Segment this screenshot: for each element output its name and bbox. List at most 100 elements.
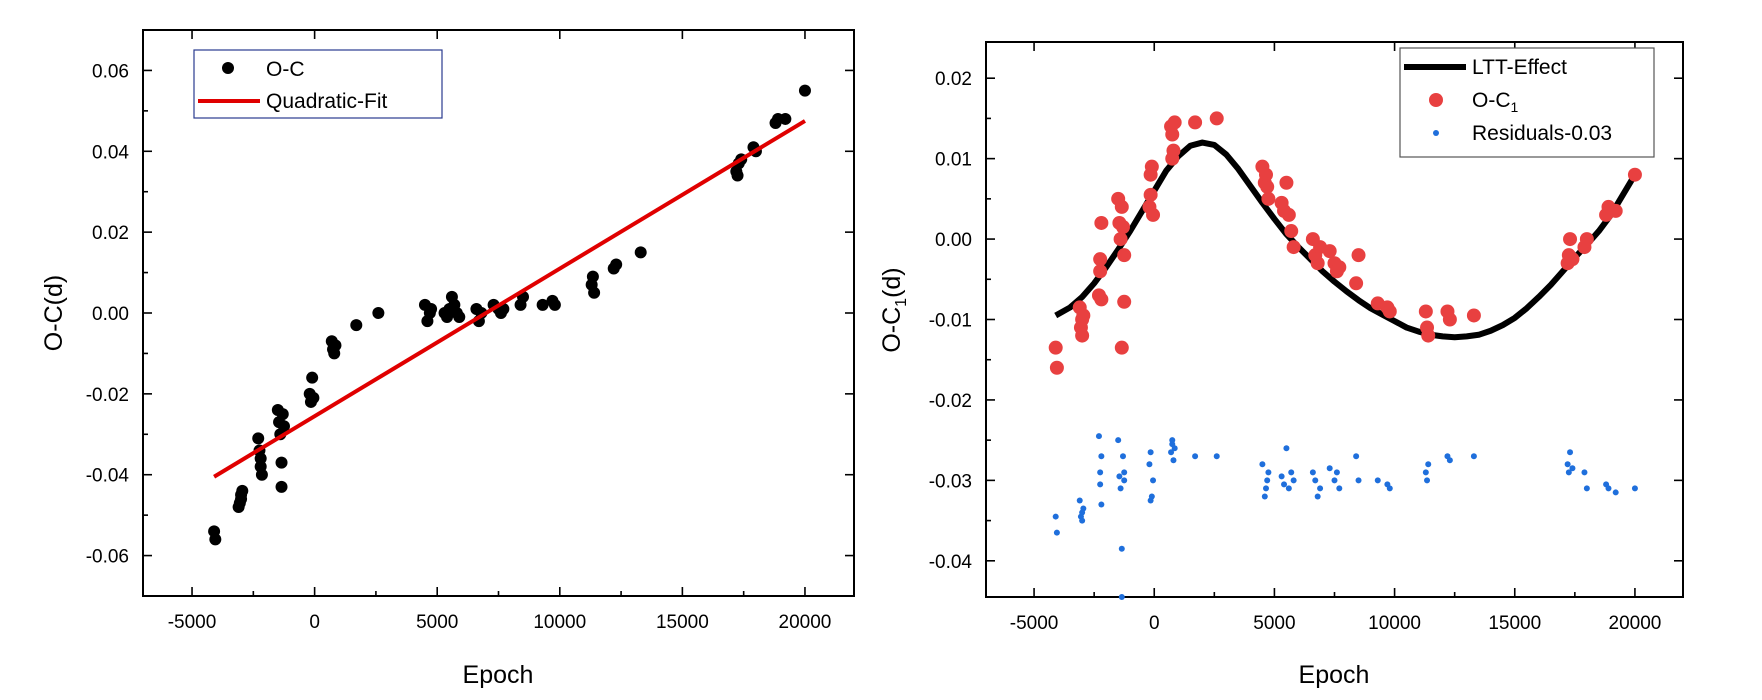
left-point-o-c — [588, 286, 601, 299]
right-point-o-c1 — [1146, 207, 1161, 222]
right-y-axis-title-sub: 1 — [893, 298, 910, 307]
right-point-residuals-0-03 — [1285, 485, 1292, 492]
left-legend: O-C Quadratic-Fit — [193, 49, 443, 119]
right-point-residuals-0-03 — [1569, 465, 1576, 472]
left-y-tick-label: -0.04 — [86, 466, 130, 487]
right-point-o-c1 — [1261, 191, 1276, 206]
right-point-o-c1 — [1421, 328, 1436, 343]
right-point-o-c1 — [1093, 252, 1108, 267]
left-point-o-c — [236, 484, 249, 497]
right-point-residuals-0-03 — [1288, 469, 1295, 476]
right-y-axis-title-tail: (d) — [878, 267, 906, 298]
left-point-o-c — [779, 112, 792, 125]
right-point-residuals-0-03 — [1119, 453, 1126, 460]
right-point-o-c1 — [1284, 224, 1299, 239]
left-legend-label-fit: Quadratic-Fit — [266, 90, 388, 113]
right-y-tick-label: 0.00 — [935, 230, 972, 251]
right-point-residuals-0-03 — [1052, 513, 1059, 520]
right-legend-label-oc1-main: O-C — [1472, 89, 1511, 112]
right-point-o-c1 — [1075, 328, 1090, 343]
right-point-o-c1 — [1351, 248, 1366, 263]
right-point-residuals-0-03 — [1446, 457, 1453, 464]
left-point-o-c — [209, 533, 222, 546]
left-x-tick-label: 10000 — [533, 612, 586, 633]
right-point-residuals-0-03 — [1169, 437, 1176, 444]
right-point-residuals-0-03 — [1076, 497, 1083, 504]
left-legend-label-oc: O-C — [266, 58, 305, 81]
right-point-o-c1 — [1165, 127, 1180, 142]
left-point-o-c — [586, 270, 599, 283]
right-point-o-c1 — [1144, 159, 1159, 174]
left-x-axis-title: Epoch — [463, 661, 534, 689]
left-point-o-c — [425, 302, 438, 315]
left-point-o-c — [350, 319, 363, 332]
right-point-o-c1 — [1259, 167, 1274, 182]
right-point-o-c1 — [1627, 167, 1642, 182]
right-point-residuals-0-03 — [1213, 453, 1220, 460]
left-point-o-c — [798, 84, 811, 97]
right-point-o-c1 — [1442, 312, 1457, 327]
right-x-tick-label: 5000 — [1253, 613, 1295, 634]
right-y-axis-title: O-C1(d) — [878, 267, 910, 352]
right-point-residuals-0-03 — [1326, 465, 1333, 472]
right-point-o-c1 — [1143, 187, 1158, 202]
right-point-residuals-0-03 — [1263, 485, 1270, 492]
left-chart: -5000 0 5000 10000 15000 20000 -0.06 -0.04 -0.02… — [40, 29, 855, 689]
right-point-residuals-0-03 — [1605, 485, 1612, 492]
right-point-o-c1 — [1563, 232, 1578, 247]
left-point-o-c — [610, 258, 623, 271]
right-point-residuals-0-03 — [1171, 445, 1178, 452]
right-x-tick-label: -5000 — [1010, 613, 1059, 634]
right-point-o-c1 — [1075, 312, 1090, 327]
right-point-o-c1 — [1188, 115, 1203, 130]
right-point-residuals-0-03 — [1353, 453, 1360, 460]
right-ticks: -5000 0 5000 10000 15000 20000 -0.04 -0.03 -0.02… — [929, 42, 1683, 634]
right-point-residuals-0-03 — [1470, 453, 1477, 460]
left-y-tick-label: 0.04 — [92, 142, 129, 163]
left-ticks: -5000 0 5000 10000 15000 20000 -0.06 -0.04 -0.02… — [86, 29, 854, 633]
right-point-residuals-0-03 — [1312, 477, 1319, 484]
right-point-o-c1 — [1117, 248, 1132, 263]
right-point-o-c1 — [1049, 360, 1064, 375]
left-point-o-c — [372, 307, 385, 319]
right-point-o-c1 — [1608, 203, 1623, 218]
right-point-residuals-0-03 — [1192, 453, 1199, 460]
right-point-residuals-0-03 — [1148, 493, 1155, 500]
left-x-tick-label: 20000 — [779, 612, 832, 633]
right-point-residuals-0-03 — [1564, 461, 1571, 468]
right-legend-label-oc1-sub: 1 — [1511, 99, 1519, 115]
left-point-o-c — [548, 298, 561, 311]
right-point-residuals-0-03 — [1281, 481, 1288, 488]
right-legend-marker-oc1 — [1429, 93, 1443, 107]
right-point-residuals-0-03 — [1098, 501, 1105, 508]
right-point-o-c1 — [1167, 115, 1182, 130]
right-point-residuals-0-03 — [1147, 449, 1154, 456]
right-legend-label-ltt: LTT-Effect — [1472, 56, 1567, 79]
right-point-o-c1 — [1114, 340, 1129, 355]
left-point-o-c — [536, 298, 549, 311]
right-point-residuals-0-03 — [1168, 449, 1175, 456]
right-x-tick-label: 10000 — [1368, 613, 1421, 634]
right-point-residuals-0-03 — [1118, 545, 1125, 552]
left-series-quadratic-fit — [213, 119, 806, 479]
right-point-residuals-0-03 — [1425, 461, 1432, 468]
left-data-marks — [208, 84, 811, 546]
right-point-o-c1 — [1466, 308, 1481, 323]
right-point-o-c1 — [1260, 179, 1275, 194]
right-point-o-c1 — [1165, 151, 1180, 166]
right-point-o-c1 — [1322, 244, 1337, 259]
right-y-tick-label: 0.02 — [935, 69, 972, 90]
right-point-o-c1 — [1093, 264, 1108, 279]
left-point-o-c — [252, 432, 265, 445]
left-point-o-c — [329, 339, 342, 352]
right-point-o-c1 — [1209, 111, 1224, 126]
left-legend-marker-oc — [222, 62, 234, 74]
left-y-axis-title: O-C(d) — [40, 275, 68, 351]
left-point-o-c — [277, 420, 290, 433]
right-point-residuals-0-03 — [1355, 477, 1362, 484]
right-series-ltt-effect — [1054, 139, 1638, 341]
right-point-o-c1 — [1310, 256, 1325, 271]
right-point-residuals-0-03 — [1424, 477, 1431, 484]
right-point-residuals-0-03 — [1336, 485, 1343, 492]
left-y-tick-label: 0.06 — [92, 61, 129, 82]
